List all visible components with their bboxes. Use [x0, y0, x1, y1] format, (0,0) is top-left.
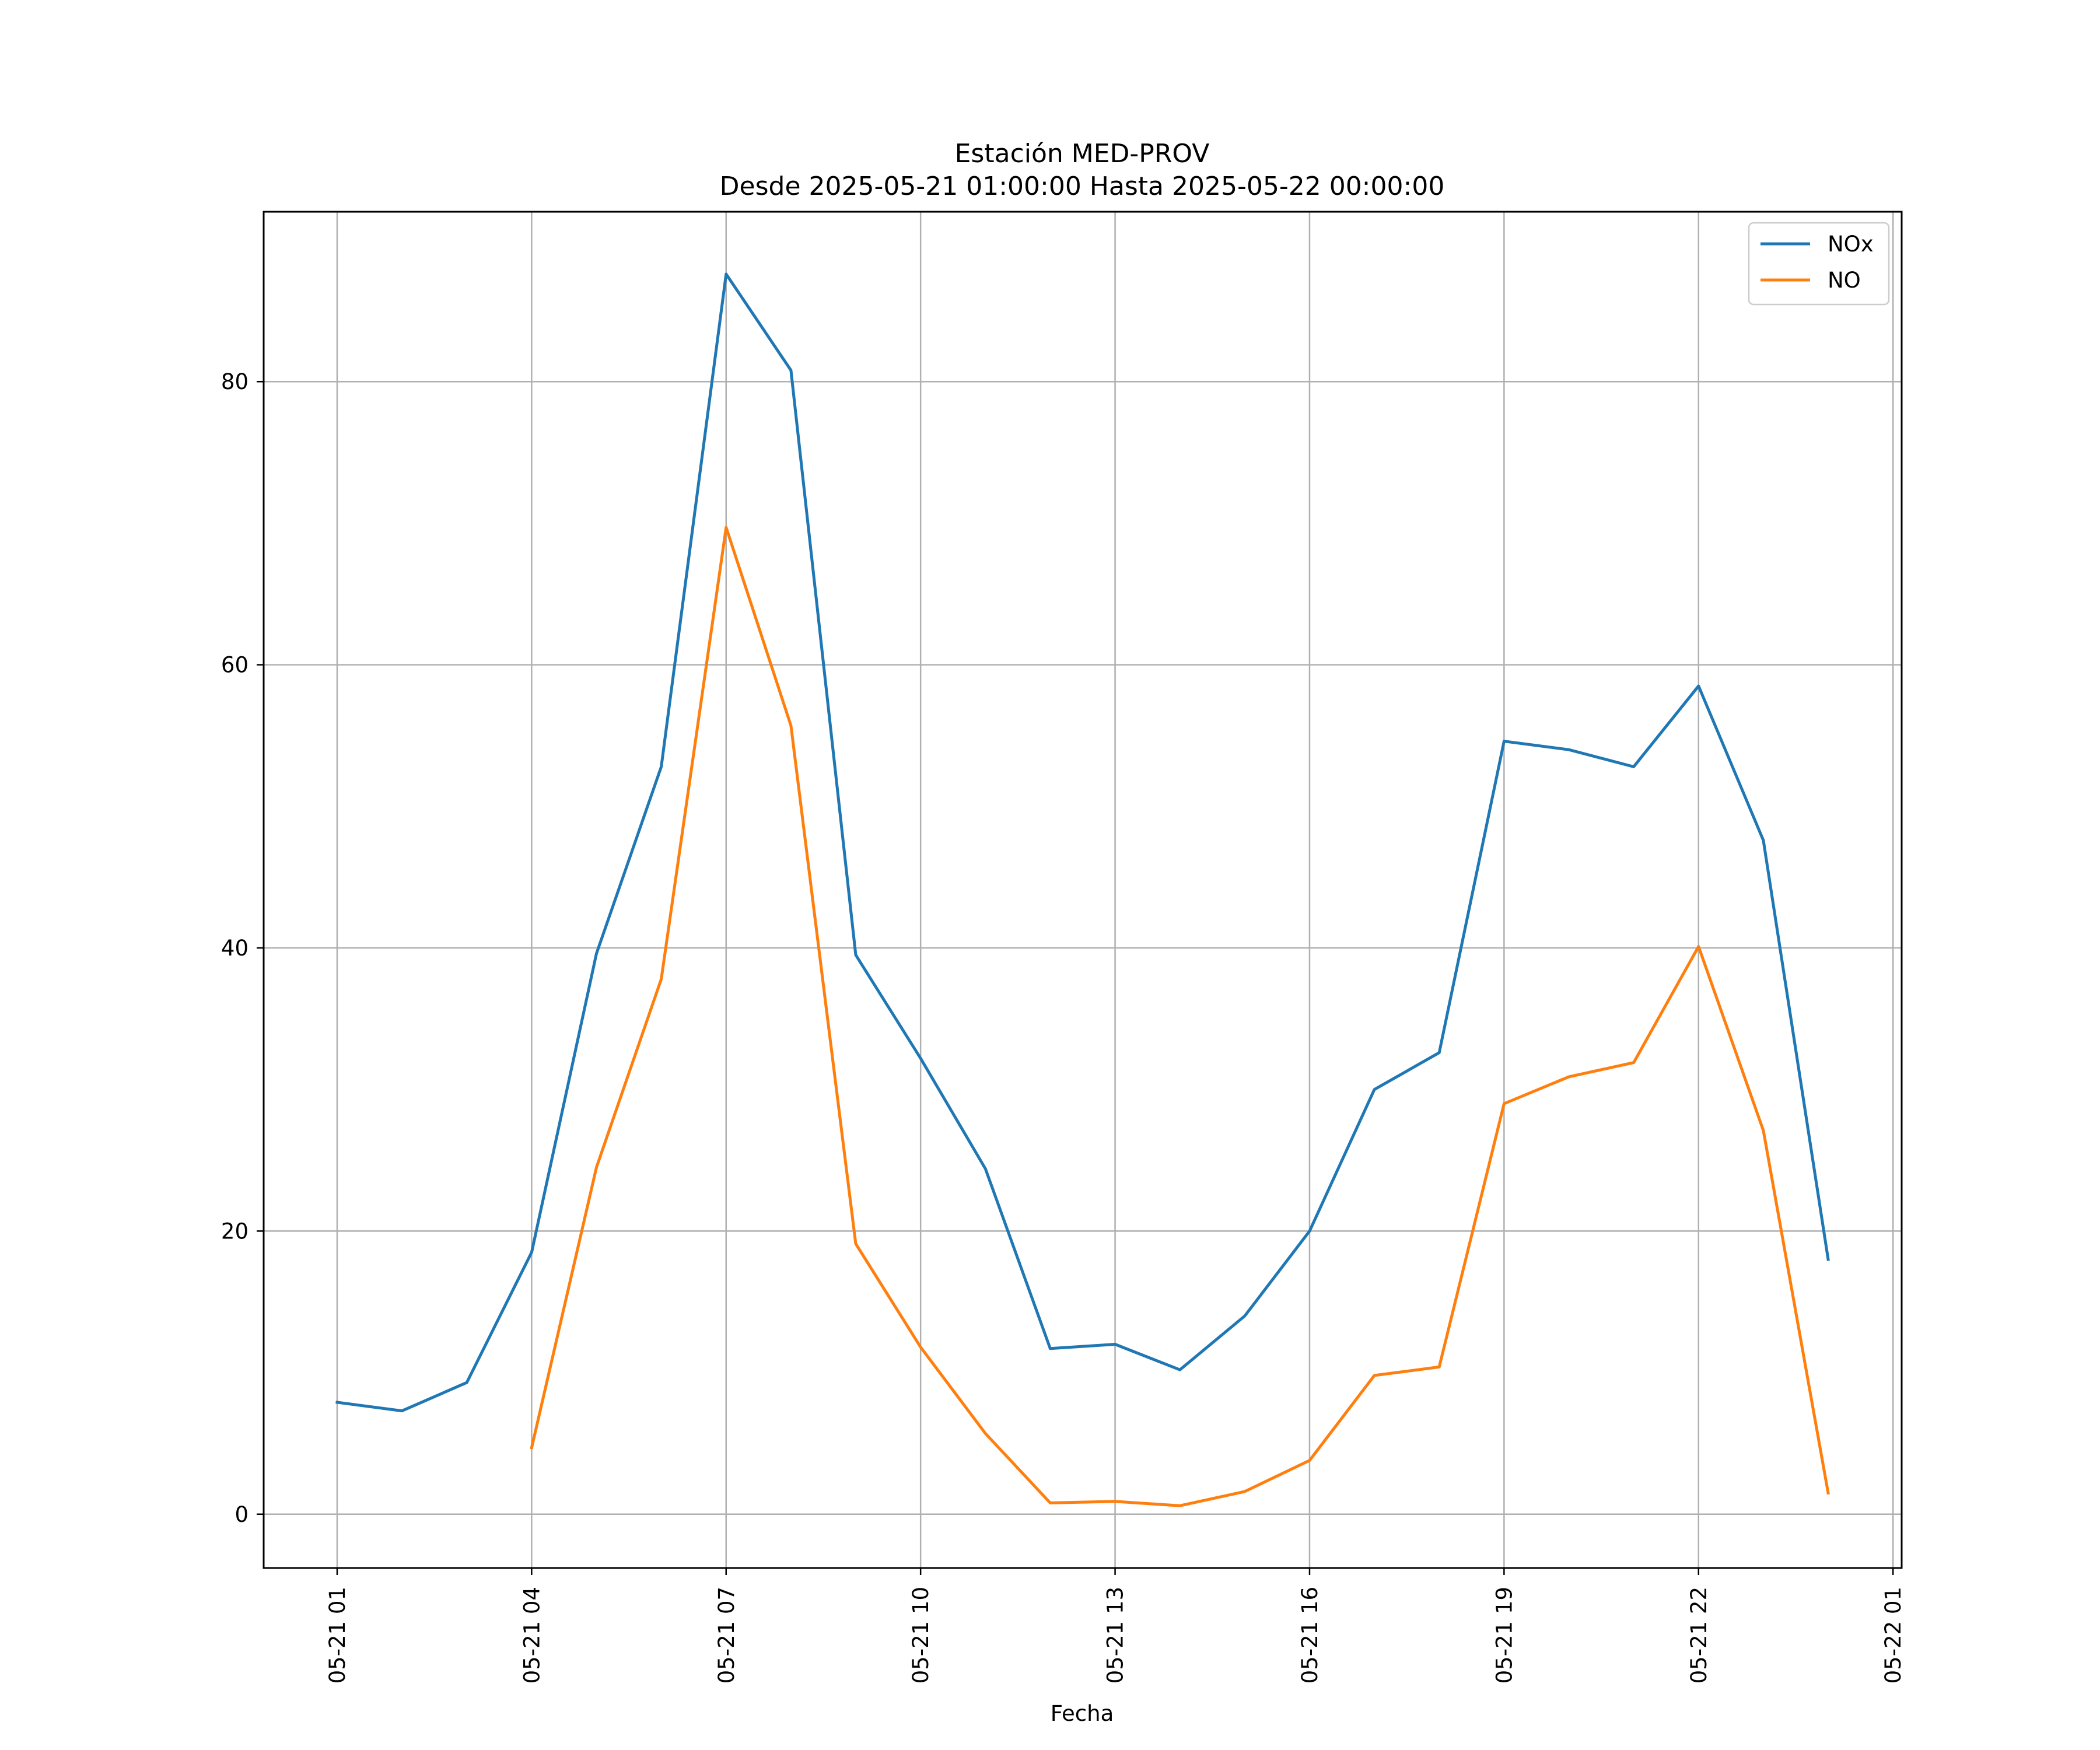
x-tick-label: 05-21 19 — [1492, 1587, 1517, 1684]
x-tick-label: 05-21 10 — [908, 1587, 933, 1684]
legend-label-nox: NOx — [1828, 232, 1874, 257]
y-tick-label: 80 — [221, 369, 249, 394]
y-tick-label: 20 — [221, 1219, 249, 1244]
y-tick-label: 0 — [235, 1502, 249, 1527]
x-tick-label: 05-21 01 — [325, 1587, 350, 1684]
legend: NOx NO — [1748, 222, 1890, 306]
series-line-no — [530, 526, 1830, 1507]
chart-title-line2: Desde 2025-05-21 01:00:00 Hasta 2025-05-… — [720, 172, 1445, 201]
legend-label-no: NO — [1828, 268, 1861, 293]
grid-lines — [264, 212, 1902, 1568]
series-lines — [335, 272, 1830, 1507]
x-tick-label: 05-21 13 — [1103, 1587, 1128, 1684]
y-tick-label: 60 — [221, 653, 249, 678]
x-tick-label: 05-21 04 — [519, 1587, 544, 1684]
y-tick-label: 40 — [221, 936, 249, 961]
chart-title-line1: Estación MED-PROV — [955, 139, 1210, 169]
series-line-nox — [335, 272, 1830, 1413]
x-tick-label: 05-22 01 — [1881, 1587, 1906, 1684]
x-axis-ticks: 05-21 01 05-21 04 05-21 07 05-21 10 05-21 13… — [325, 1568, 1906, 1684]
x-tick-label: 05-21 22 — [1686, 1587, 1712, 1684]
y-axis-ticks: 0 20 40 60 80 — [221, 369, 264, 1527]
x-axis-label: Fecha — [1051, 1701, 1114, 1726]
x-tick-label: 05-21 16 — [1297, 1587, 1322, 1684]
plot-area-frame — [262, 211, 1903, 1569]
x-tick-label: 05-21 07 — [714, 1587, 739, 1684]
